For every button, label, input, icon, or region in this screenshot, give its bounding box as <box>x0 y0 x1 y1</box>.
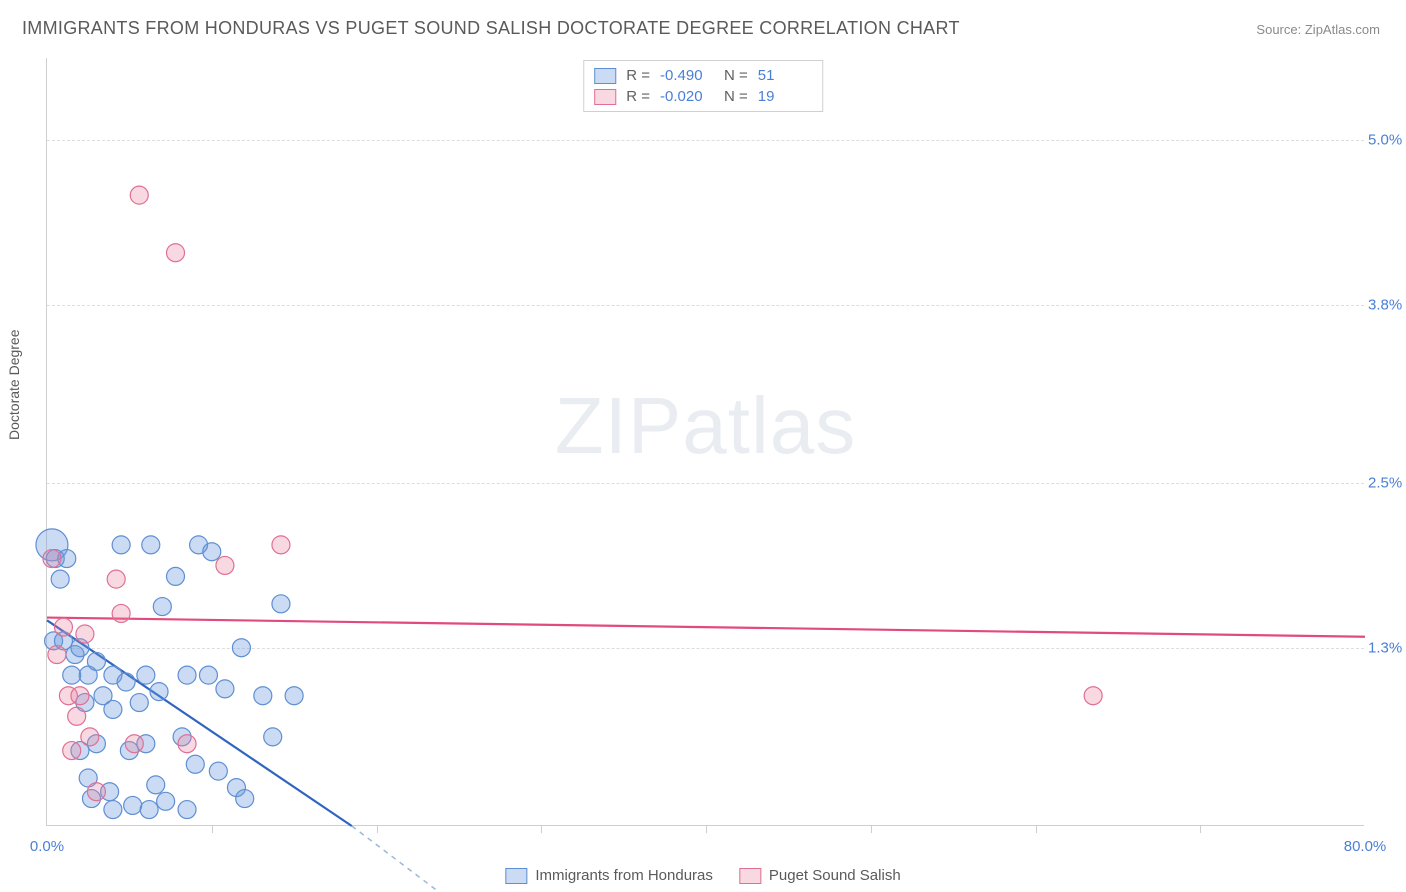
legend-item-honduras: Immigrants from Honduras <box>505 867 713 884</box>
n-value: 51 <box>758 67 812 84</box>
chart-title: IMMIGRANTS FROM HONDURAS VS PUGET SOUND … <box>22 18 960 39</box>
legend-stats-row: R = -0.020 N = 19 <box>594 86 812 107</box>
data-point-honduras <box>254 687 272 705</box>
data-point-honduras <box>63 666 81 684</box>
data-point-honduras <box>236 790 254 808</box>
data-point-salish <box>112 604 130 622</box>
legend-swatch-salish <box>594 89 616 105</box>
legend-label: Immigrants from Honduras <box>535 867 713 884</box>
data-point-honduras <box>104 801 122 819</box>
data-point-salish <box>216 556 234 574</box>
data-point-honduras <box>137 666 155 684</box>
data-point-salish <box>272 536 290 554</box>
data-point-honduras <box>140 801 158 819</box>
trendline-extrapolation-honduras <box>352 826 443 892</box>
data-point-salish <box>81 728 99 746</box>
data-point-honduras <box>178 666 196 684</box>
y-tick-label: 5.0% <box>1368 132 1406 149</box>
source-label: Source: <box>1256 22 1301 37</box>
data-point-salish <box>130 186 148 204</box>
data-point-honduras <box>51 570 69 588</box>
data-point-honduras <box>186 755 204 773</box>
legend-swatch-honduras <box>505 868 527 884</box>
data-point-salish <box>63 742 81 760</box>
data-point-honduras <box>209 762 227 780</box>
x-tick-minor <box>212 825 213 833</box>
data-point-salish <box>107 570 125 588</box>
legend-series: Immigrants from Honduras Puget Sound Sal… <box>505 867 900 884</box>
x-tick-minor <box>1200 825 1201 833</box>
y-axis-label: Doctorate Degree <box>6 329 22 440</box>
n-label: N = <box>724 88 748 105</box>
r-value: -0.020 <box>660 88 714 105</box>
data-point-honduras <box>178 801 196 819</box>
legend-stats-row: R = -0.490 N = 51 <box>594 65 812 86</box>
legend-swatch-honduras <box>594 68 616 84</box>
data-point-honduras <box>203 543 221 561</box>
trendline-salish <box>47 618 1365 637</box>
n-label: N = <box>724 67 748 84</box>
legend-item-salish: Puget Sound Salish <box>739 867 901 884</box>
chart-svg <box>47 58 1364 825</box>
x-tick-minor <box>706 825 707 833</box>
legend-swatch-salish <box>739 868 761 884</box>
y-tick-label: 1.3% <box>1368 639 1406 656</box>
data-point-honduras <box>216 680 234 698</box>
data-point-honduras <box>87 652 105 670</box>
data-point-honduras <box>232 639 250 657</box>
data-point-honduras <box>285 687 303 705</box>
data-point-honduras <box>104 700 122 718</box>
data-point-honduras <box>142 536 160 554</box>
chart-source: Source: ZipAtlas.com <box>1256 22 1380 37</box>
data-point-honduras <box>112 536 130 554</box>
data-point-salish <box>68 707 86 725</box>
x-tick-minor <box>541 825 542 833</box>
data-point-honduras <box>264 728 282 746</box>
data-point-salish <box>125 735 143 753</box>
y-tick-label: 2.5% <box>1368 475 1406 492</box>
data-point-honduras <box>147 776 165 794</box>
n-value: 19 <box>758 88 812 105</box>
data-point-honduras <box>150 683 168 701</box>
data-point-salish <box>167 244 185 262</box>
data-point-honduras <box>167 567 185 585</box>
data-point-salish <box>71 687 89 705</box>
legend-label: Puget Sound Salish <box>769 867 901 884</box>
legend-stats: R = -0.490 N = 51 R = -0.020 N = 19 <box>583 60 823 112</box>
data-point-honduras <box>130 694 148 712</box>
data-point-honduras <box>199 666 217 684</box>
data-point-salish <box>178 735 196 753</box>
x-tick-minor <box>871 825 872 833</box>
data-point-honduras <box>157 792 175 810</box>
data-point-honduras <box>117 673 135 691</box>
data-point-honduras <box>153 598 171 616</box>
data-point-salish <box>48 646 66 664</box>
source-value: ZipAtlas.com <box>1305 22 1380 37</box>
r-label: R = <box>626 88 650 105</box>
r-value: -0.490 <box>660 67 714 84</box>
data-point-salish <box>76 625 94 643</box>
r-label: R = <box>626 67 650 84</box>
y-tick-label: 3.8% <box>1368 296 1406 313</box>
data-point-salish <box>43 550 61 568</box>
data-point-honduras <box>124 796 142 814</box>
plot-area: 1.3%2.5%3.8%5.0% 0.0%80.0% ZIPatlas <box>46 58 1364 826</box>
x-tick-label: 0.0% <box>30 838 64 855</box>
x-tick-minor <box>1036 825 1037 833</box>
data-point-salish <box>87 783 105 801</box>
data-point-honduras <box>272 595 290 613</box>
data-point-salish <box>1084 687 1102 705</box>
x-tick-label: 80.0% <box>1344 838 1387 855</box>
x-tick-minor <box>377 825 378 833</box>
data-point-salish <box>54 618 72 636</box>
